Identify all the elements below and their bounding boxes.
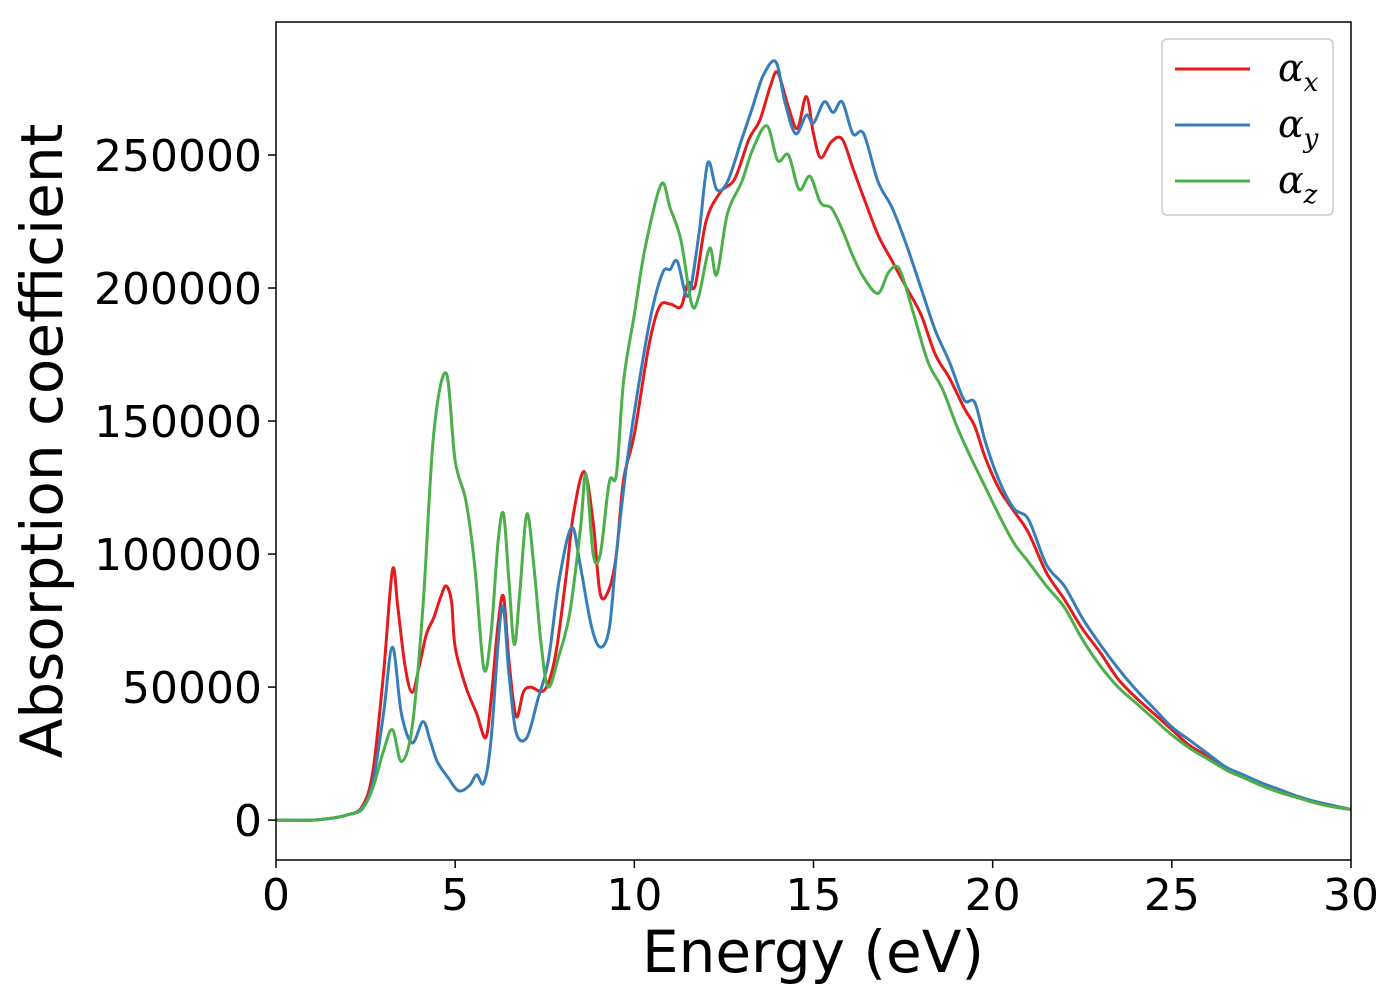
- y-tick-label: 150000: [94, 397, 262, 448]
- x-tick-label: 15: [786, 870, 842, 921]
- x-tick-label: 30: [1323, 870, 1379, 921]
- legend-symbol: α: [1278, 102, 1304, 146]
- legend-symbol: α: [1278, 158, 1304, 202]
- legend-subscript: y: [1303, 124, 1319, 154]
- series-line-alpha-x: [276, 70, 1351, 822]
- legend-symbol: α: [1278, 46, 1304, 90]
- legend-label-alpha-z: αz: [1278, 158, 1318, 210]
- legend-label-alpha-x: αx: [1278, 46, 1319, 98]
- plot-lines: [276, 59, 1351, 822]
- legend-label-alpha-y: αy: [1278, 102, 1319, 154]
- y-tick-label: 200000: [94, 264, 262, 315]
- x-tick-label: 25: [1144, 870, 1200, 921]
- x-axis-ticks: 0 5 10 15 20 25 30: [262, 860, 1379, 921]
- y-axis-label: Absorption coefficient: [8, 124, 76, 759]
- y-tick-label: 100000: [94, 530, 262, 581]
- legend-box: [1161, 38, 1334, 216]
- x-tick-label: 20: [965, 870, 1021, 921]
- x-axis-label: Energy (eV): [642, 918, 984, 986]
- y-tick-label: 50000: [122, 663, 262, 714]
- legend-subscript: z: [1303, 180, 1318, 210]
- series-line-alpha-z: [276, 124, 1351, 822]
- x-tick-label: 10: [606, 870, 662, 921]
- y-tick-label: 250000: [94, 131, 262, 182]
- x-tick-label: 5: [441, 870, 469, 921]
- y-axis-ticks: 0 50000 100000 150000 200000 250000: [94, 131, 276, 847]
- series-line-alpha-y: [276, 59, 1351, 822]
- legend-subscript: x: [1304, 68, 1319, 98]
- y-tick-label: 0: [234, 796, 262, 847]
- x-tick-label: 0: [262, 870, 290, 921]
